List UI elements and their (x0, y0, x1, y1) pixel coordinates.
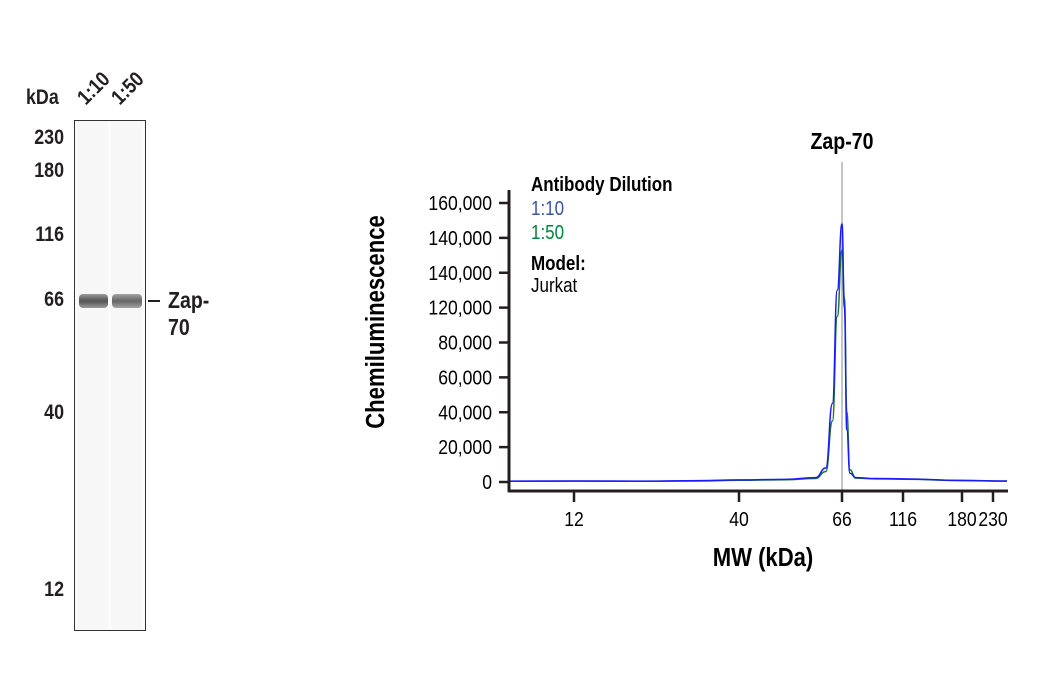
x-tick-label: 180 (947, 508, 976, 530)
marker-116: 116 (35, 223, 64, 246)
legend: Antibody Dilution 1:10 1:50 Model: Jurka… (531, 173, 673, 297)
chart-title: Zap-70 (811, 129, 874, 155)
y-tick-label: 0 (482, 471, 492, 493)
x-tick-label: 40 (729, 508, 749, 530)
y-tick-label: 140,000 (428, 262, 492, 284)
x-tick-label: 12 (564, 508, 584, 530)
marker-40: 40 (44, 401, 64, 424)
y-tick-label: 60,000 (438, 366, 492, 388)
y-tick-label: 20,000 (438, 436, 492, 458)
model-value: Jurkat (531, 274, 578, 297)
y-tick-label: 80,000 (438, 331, 492, 353)
marker-230: 230 (34, 126, 64, 149)
lane-1 (78, 121, 108, 630)
x-axis-label: MW (kDa) (713, 543, 814, 572)
band-lane-2 (112, 294, 142, 308)
band-label: Zap-70 (168, 287, 210, 340)
series-line-1-10 (508, 223, 1008, 482)
x-tick-label: 230 (978, 508, 1007, 530)
series-line-1-50 (508, 249, 1008, 483)
y-tick-label: 140,000 (428, 227, 492, 249)
y-axis-label: Chemiluminescence (361, 215, 390, 429)
x-tick-label: 116 (889, 508, 917, 530)
marker-66: 66 (44, 288, 64, 311)
y-tick-label: 120,000 (428, 297, 492, 319)
model-title: Model: (531, 252, 586, 275)
legend-title: Antibody Dilution (531, 173, 673, 196)
blot-image (74, 120, 146, 631)
legend-item-1-10: 1:10 (531, 197, 564, 220)
legend-item-1-50: 1:50 (531, 221, 564, 244)
x-tick-label: 66 (832, 508, 852, 530)
lane-2 (111, 121, 142, 630)
marker-12: 12 (44, 578, 64, 601)
y-tick-label: 40,000 (438, 401, 492, 423)
band-pointer-line (148, 300, 160, 302)
y-tick-label: 160,000 (428, 192, 492, 214)
band-lane-1 (79, 294, 108, 308)
marker-180: 180 (34, 159, 64, 182)
kda-label: kDa (26, 86, 59, 109)
